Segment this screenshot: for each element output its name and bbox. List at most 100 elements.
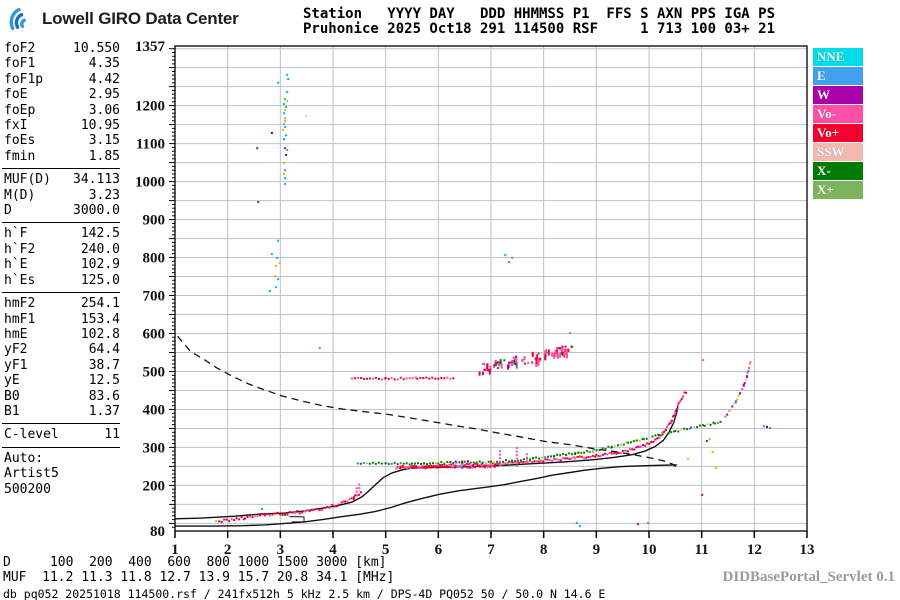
- echo-dot: [747, 369, 750, 372]
- echo-dot: [283, 173, 285, 175]
- echo-dot: [472, 461, 475, 464]
- echo-dot: [651, 435, 654, 438]
- echo-dot: [624, 449, 627, 452]
- echo-dot: [432, 462, 434, 465]
- echo-dot: [574, 452, 577, 455]
- echo-dot: [411, 466, 414, 468]
- echo-dot: [414, 466, 417, 469]
- echo-dot: [657, 433, 660, 436]
- echo-dot: [714, 467, 717, 469]
- echo-dot: [607, 445, 610, 448]
- echo-dot: [550, 455, 552, 458]
- echo-dot: [631, 448, 634, 451]
- echo-dot: [567, 348, 570, 353]
- echo-dot: [281, 514, 284, 516]
- echo-dot: [547, 455, 549, 458]
- param-row: hmF2 254.1: [4, 296, 120, 311]
- echo-dot: [419, 466, 422, 469]
- y-axis-label: 1100: [136, 137, 165, 153]
- echo-dot: [285, 134, 288, 137]
- y-axis-label: 800: [143, 251, 166, 267]
- echo-dot: [417, 462, 419, 465]
- echo-dot: [415, 465, 417, 468]
- echo-dot: [762, 425, 765, 428]
- echo-dot: [544, 354, 547, 361]
- echo-dot: [348, 498, 351, 501]
- x-axis-label: 10: [642, 542, 657, 558]
- echo-direction-legend: NNE E W Vo- Vo+ SSW X- X+: [813, 48, 863, 200]
- param-value: 102.8: [80, 326, 120, 342]
- echo-dot: [354, 494, 357, 497]
- echo-dot: [646, 442, 649, 445]
- echo-dot: [746, 375, 748, 378]
- echo-dot: [384, 377, 387, 379]
- param-value: 38.7: [88, 357, 120, 373]
- echo-dot: [454, 464, 457, 467]
- echo-dot: [480, 462, 483, 465]
- echo-dot: [491, 465, 494, 468]
- echo-dot: [556, 453, 559, 456]
- echo-dot: [396, 463, 399, 466]
- echo-dot: [559, 348, 562, 351]
- echo-dot: [579, 525, 581, 528]
- echo-dot: [401, 465, 404, 468]
- echo-dot: [589, 450, 592, 453]
- echo-dot: [533, 460, 536, 463]
- param-value: 240.0: [80, 241, 120, 257]
- echo-dot: [458, 461, 461, 464]
- legend-item-vo: Vo-: [813, 105, 863, 123]
- echo-dot: [260, 508, 263, 510]
- echo-dot: [508, 361, 511, 364]
- echo-dot: [436, 465, 439, 468]
- echo-dot: [331, 504, 334, 507]
- echo-dot: [734, 400, 737, 403]
- echo-dot: [666, 426, 668, 428]
- echo-dot: [366, 377, 368, 380]
- echo-dot: [679, 399, 682, 402]
- echo-dot: [478, 371, 481, 376]
- echo-dot: [378, 378, 380, 380]
- servlet-version-label: DIDBasePortal_Servlet 0.1: [722, 569, 895, 585]
- echo-dot: [625, 441, 628, 444]
- echo-dot: [571, 453, 574, 456]
- echo-dot: [532, 457, 535, 460]
- echo-dot: [512, 356, 515, 359]
- param-value: 3.23: [88, 187, 120, 203]
- echo-dot: [283, 103, 285, 106]
- autoscaling-info-line: 500200: [4, 481, 51, 497]
- echo-dot: [640, 445, 643, 448]
- x-axis-label: 4: [329, 542, 337, 558]
- echo-dot: [482, 362, 485, 365]
- echo-dot: [402, 462, 405, 465]
- echo-dot: [426, 463, 428, 466]
- echo-dot: [251, 516, 254, 519]
- echo-dot: [283, 138, 285, 141]
- autoscaling-info-line: Auto:: [4, 450, 44, 466]
- echo-dot: [644, 444, 647, 447]
- echo-dot: [748, 362, 751, 365]
- station-header-values: Pruhonice 2025 Oct18 291 114500 RSF 1 71…: [303, 21, 776, 37]
- echo-dot: [526, 461, 529, 464]
- echo-dot: [507, 461, 510, 464]
- x-axis-label: 2: [224, 542, 232, 558]
- echo-dot: [562, 457, 564, 460]
- echo-dot: [712, 421, 715, 424]
- echo-dot: [271, 513, 274, 516]
- station-header-columns: Station YYYY DAY DDD HHMMSS P1 FFS S AXN…: [303, 6, 776, 22]
- echo-dot: [443, 463, 446, 466]
- legend-item-w: W: [813, 86, 863, 104]
- echo-dot: [646, 522, 649, 524]
- echo-dot: [658, 434, 661, 436]
- echo-dot: [520, 460, 523, 463]
- echo-dot: [551, 459, 553, 462]
- echo-dot: [286, 91, 289, 93]
- echo-dot: [496, 367, 499, 370]
- echo-dot: [570, 457, 573, 460]
- echo-dot: [356, 494, 358, 497]
- echo-dot: [513, 359, 516, 365]
- param-row: D 3000.0: [4, 203, 120, 218]
- echo-dot: [648, 442, 651, 445]
- echo-dot: [742, 383, 745, 386]
- echo-dot: [682, 395, 685, 398]
- echo-dot: [240, 516, 243, 518]
